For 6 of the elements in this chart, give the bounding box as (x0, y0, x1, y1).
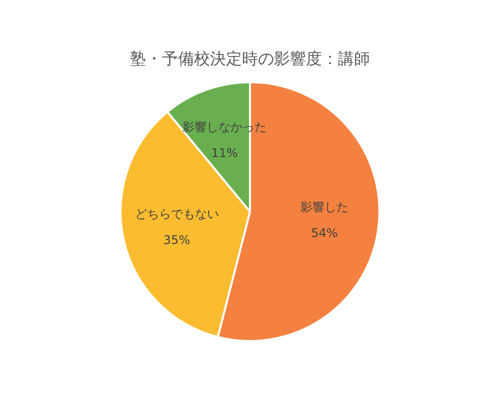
chart-title: 塾・予備校決定時の影響度：講師 (130, 48, 370, 68)
slice-label: 影響した (300, 200, 348, 214)
data-label: 54% (311, 226, 338, 240)
data-label: 35% (163, 233, 190, 248)
data-label: 11% (211, 146, 238, 160)
slice-label: どちらでもない (134, 207, 219, 222)
